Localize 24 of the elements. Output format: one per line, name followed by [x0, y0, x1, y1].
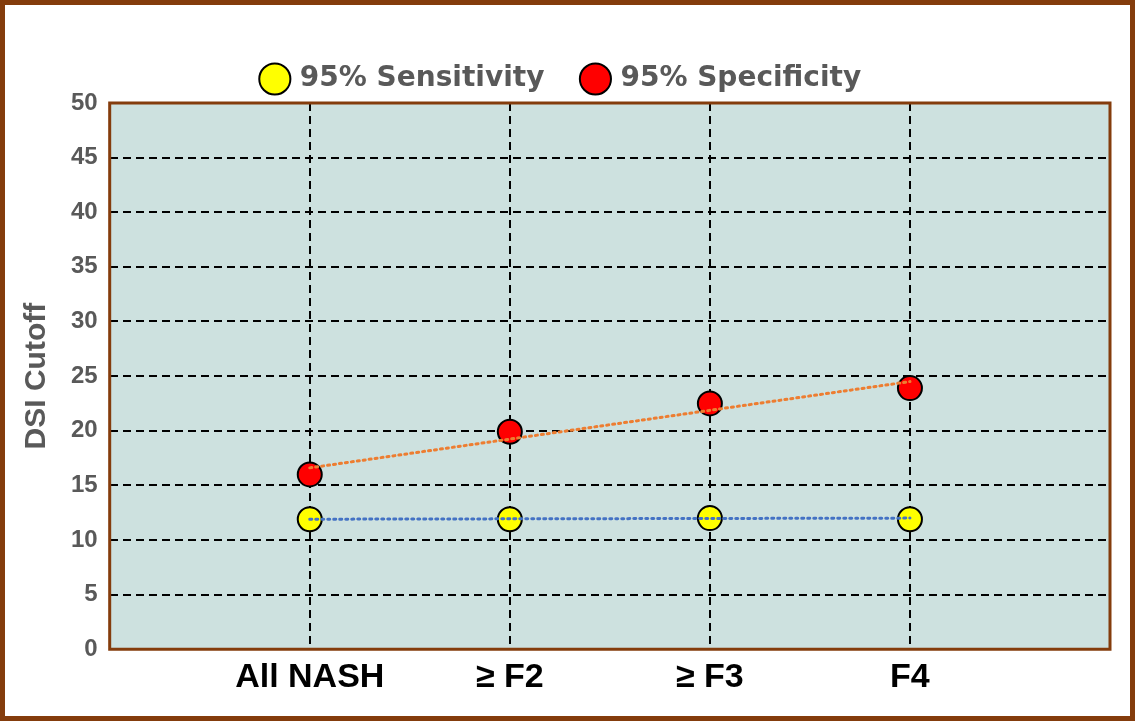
- y-tick-label: 20: [70, 415, 98, 443]
- x-tick-label: ≥ F3: [675, 655, 744, 694]
- point: [296, 461, 323, 488]
- x-tick-label: F4: [890, 655, 930, 694]
- point: [696, 390, 723, 417]
- legend-label: 95% Specificity: [620, 60, 862, 94]
- y-tick-label: 35: [70, 251, 98, 279]
- x-tick-label: All NASH: [235, 655, 385, 694]
- y-tick-label: 45: [70, 142, 98, 170]
- point: [496, 418, 523, 445]
- y-tick-label: 5: [84, 579, 98, 607]
- legend-label: 95% Sensitivity: [299, 60, 545, 94]
- y-tick-label: 50: [70, 87, 98, 115]
- point: [296, 506, 323, 533]
- x-tick-label: ≥ F2: [475, 655, 544, 694]
- y-tick-label: 10: [70, 524, 98, 552]
- y-tick-label: 0: [84, 633, 98, 661]
- point: [896, 375, 923, 402]
- y-axis-title: DSI Cutoff: [18, 301, 52, 450]
- y-tick-label: 25: [70, 360, 98, 388]
- y-tick-label: 30: [70, 306, 98, 334]
- y-tick-label: 15: [70, 469, 98, 497]
- y-tick-label: 40: [70, 196, 98, 224]
- point: [896, 506, 923, 533]
